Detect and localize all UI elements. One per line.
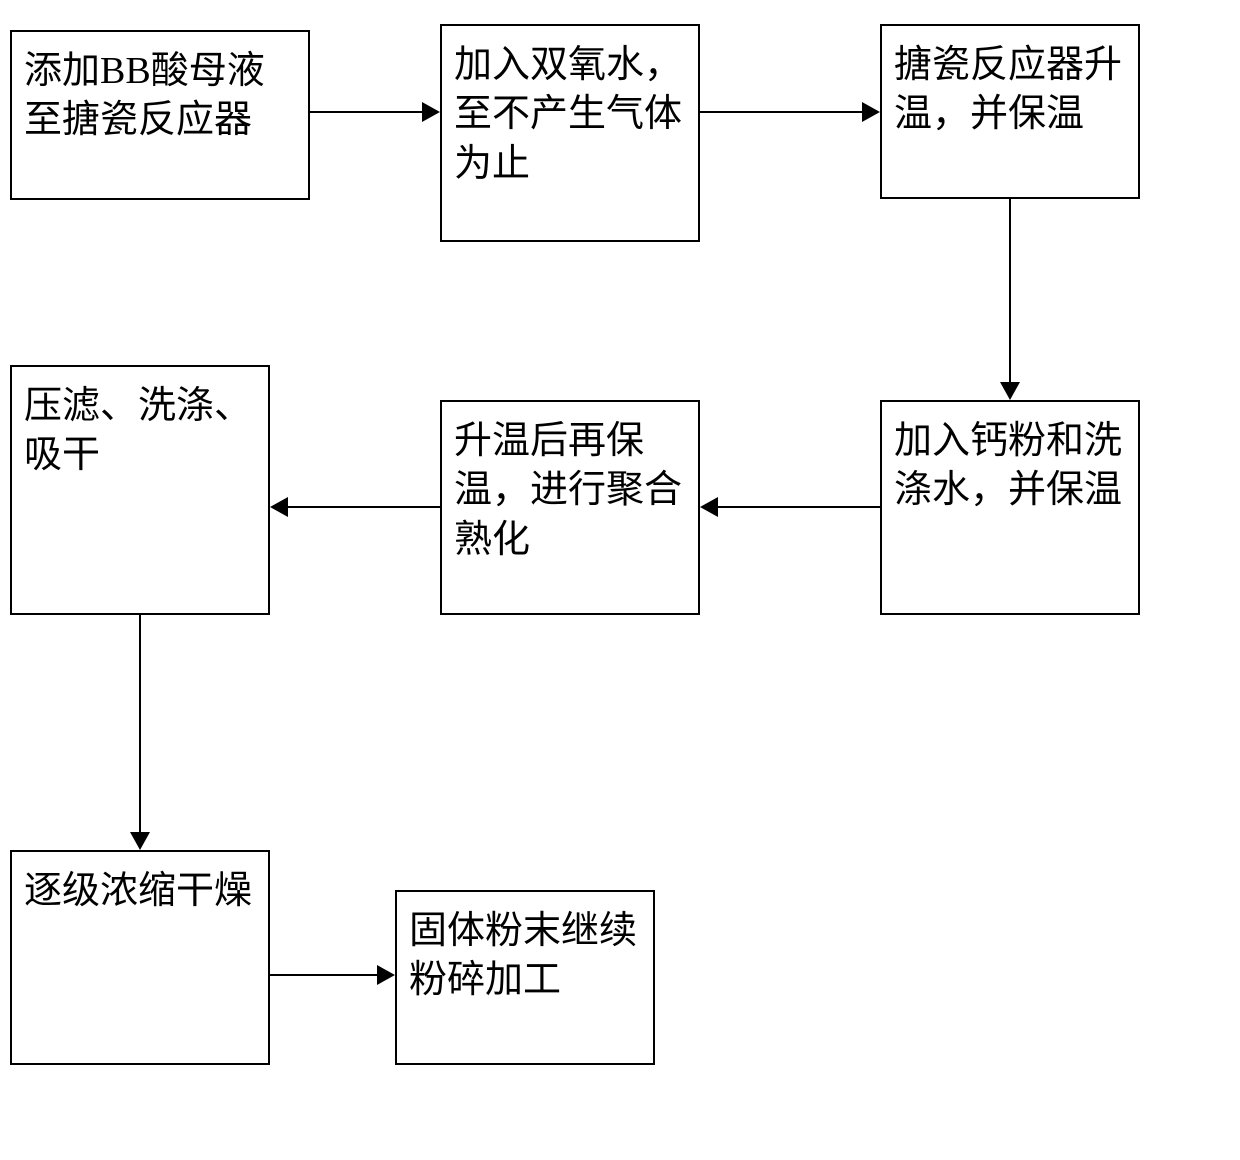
flowchart-node-7: 逐级浓缩干燥 — [10, 850, 270, 1065]
flowchart-node-2: 加入双氧水，至不产生气体为止 — [440, 24, 700, 242]
node-label: 升温后再保温，进行聚合熟化 — [454, 417, 686, 565]
node-label: 搪瓷反应器升温，并保温 — [894, 41, 1126, 140]
node-label: 逐级浓缩干燥 — [24, 867, 252, 916]
flowchart-node-5: 升温后再保温，进行聚合熟化 — [440, 400, 700, 615]
node-label: 压滤、洗涤、吸干 — [24, 382, 256, 481]
flowchart-node-6: 压滤、洗涤、吸干 — [10, 365, 270, 615]
flowchart-container: 添加BB酸母液至搪瓷反应器 加入双氧水，至不产生气体为止 搪瓷反应器升温，并保温… — [0, 0, 1240, 1160]
node-label: 固体粉末继续粉碎加工 — [409, 907, 641, 1006]
node-label: 加入双氧水，至不产生气体为止 — [454, 41, 686, 189]
flowchart-node-3: 搪瓷反应器升温，并保温 — [880, 24, 1140, 199]
node-label: 加入钙粉和洗涤水，并保温 — [894, 417, 1126, 516]
flowchart-node-1: 添加BB酸母液至搪瓷反应器 — [10, 30, 310, 200]
node-label: 添加BB酸母液至搪瓷反应器 — [24, 47, 296, 146]
flowchart-node-8: 固体粉末继续粉碎加工 — [395, 890, 655, 1065]
flowchart-node-4: 加入钙粉和洗涤水，并保温 — [880, 400, 1140, 615]
